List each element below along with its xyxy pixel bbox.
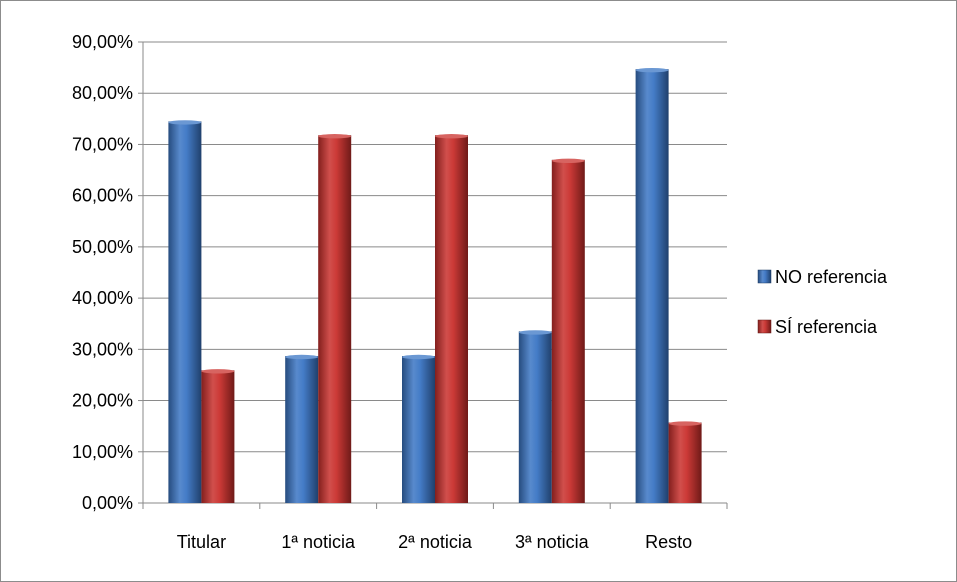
legend-item: NO referencia: [757, 267, 888, 287]
bar-si-referencia: [435, 134, 468, 504]
y-tick-label: 0,00%: [82, 493, 133, 513]
tick-labels: 0,00% 10,00% 20,00% 30,00% 40,00% 50,00% 60,00…: [72, 32, 692, 552]
y-tick-label: 90,00%: [72, 32, 133, 52]
y-tick-label: 80,00%: [72, 83, 133, 103]
y-tick-label: 20,00%: [72, 391, 133, 411]
bar-si-referencia: [668, 421, 702, 503]
bar-no-referencia: [285, 354, 319, 503]
x-tick-label: 2ª noticia: [398, 532, 473, 552]
y-tick-label: 40,00%: [72, 288, 133, 308]
y-tick-label: 50,00%: [72, 237, 133, 257]
legend-swatch: [757, 319, 772, 334]
bar-si-referencia: [201, 369, 235, 503]
y-tick-label: 70,00%: [72, 134, 133, 154]
x-tick-label: Titular: [177, 532, 226, 552]
x-tick-label: Resto: [645, 532, 692, 552]
legend-swatch: [757, 269, 772, 284]
bar-no-referencia: [402, 354, 435, 503]
y-tick-label: 60,00%: [72, 186, 133, 206]
bar-no-referencia: [168, 120, 202, 504]
bar-no-referencia: [518, 330, 552, 503]
legend-label: NO referencia: [775, 267, 888, 287]
bar-si-referencia: [551, 158, 585, 504]
x-tick-label: 3ª noticia: [515, 532, 590, 552]
legend-item: SÍ referencia: [757, 317, 878, 337]
legend-label: SÍ referencia: [775, 317, 878, 337]
y-tick-label: 10,00%: [72, 442, 133, 462]
y-tick-label: 30,00%: [72, 339, 133, 359]
bar-si-referencia: [318, 134, 352, 504]
bars: [168, 67, 702, 504]
legend: NO referencia SÍ referencia: [757, 267, 888, 337]
x-tick-label: 1ª noticia: [281, 532, 356, 552]
bar-no-referencia: [635, 67, 669, 504]
